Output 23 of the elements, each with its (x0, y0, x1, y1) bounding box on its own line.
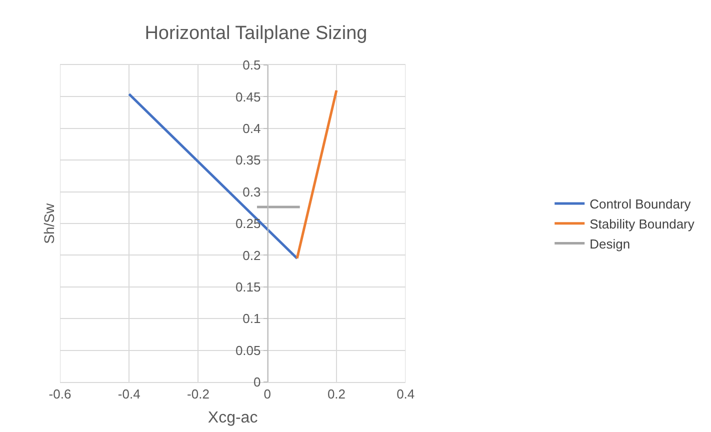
y-axis-title: Sh/Sw (40, 202, 57, 244)
y-tick-label: 0.4 (242, 120, 261, 136)
x-tick-label: 0 (264, 386, 271, 402)
x-tick-label: -0.4 (118, 386, 140, 402)
y-tick-label: 0 (254, 374, 261, 390)
legend-label: Stability Boundary (590, 216, 695, 232)
chart-title: Horizontal Tailplane Sizing (144, 23, 368, 44)
y-tick-label: 0.1 (242, 311, 261, 326)
y-tick-label: 0.35 (235, 152, 261, 168)
x-axis-title: Xcg-ac (208, 409, 258, 426)
x-tick-label: 0.4 (396, 386, 415, 402)
x-tick-label: 0.2 (327, 386, 346, 402)
x-tick-label: -0.2 (187, 386, 210, 402)
legend-label: Control Boundary (590, 196, 692, 212)
y-tick-label: 0.05 (235, 342, 261, 358)
y-tick-label: 0.45 (235, 89, 261, 104)
y-tick-label: 0.25 (235, 216, 261, 232)
y-tick-label: 0.15 (235, 279, 261, 294)
y-tick-label: 0.5 (242, 58, 261, 73)
y-tick-label: 0.3 (242, 184, 261, 200)
x-tick-label: -0.6 (48, 386, 72, 402)
y-tick-label: 0.2 (242, 248, 261, 263)
legend-label: Design (590, 236, 630, 252)
